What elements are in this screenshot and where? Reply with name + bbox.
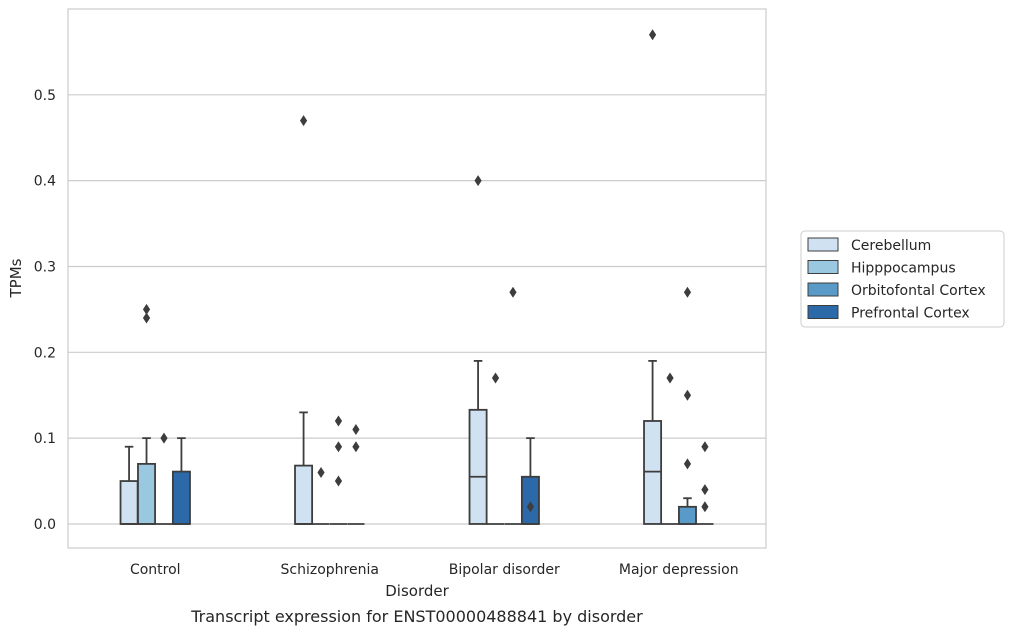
outlier-point: [683, 389, 692, 401]
box-group: [504, 286, 522, 525]
outlier-point: [666, 372, 674, 384]
outlier-point: [160, 432, 168, 444]
y-tick-label: 0.0: [34, 517, 56, 533]
legend-label: Hipppocampus: [851, 261, 956, 277]
box: [119, 480, 139, 525]
box: [520, 475, 540, 525]
box-group: [347, 424, 365, 525]
legend-swatch: [807, 282, 839, 297]
y-axis-label: TPMs: [7, 258, 25, 298]
outlier-point: [352, 424, 360, 436]
box-group: [155, 432, 173, 525]
plot-frame: [67, 8, 767, 549]
box: [171, 470, 191, 525]
outlier-point: [334, 415, 343, 427]
outlier-point: [317, 466, 325, 478]
box-group: [678, 286, 697, 525]
legend-label: Orbitofontal Cortex: [851, 283, 986, 299]
plot-boxes: [119, 29, 714, 525]
y-tick-labels: 0.0 0.1 0.2 0.3 0.4 0.5: [34, 88, 56, 533]
legend-label: Prefrontal Cortex: [851, 306, 970, 322]
y-tick-label: 0.4: [34, 174, 56, 190]
box-group: [294, 115, 314, 525]
box-group: [119, 445, 139, 525]
box-group: [520, 437, 540, 525]
box-group: [329, 415, 348, 525]
legend-swatch: [807, 237, 839, 252]
chart-caption: Transcript expression for ENST0000048884…: [190, 607, 643, 626]
legend-frame: [800, 230, 1005, 328]
box: [137, 462, 156, 525]
box-group: [171, 437, 191, 525]
box-group: [696, 441, 714, 525]
y-tick-label: 0.5: [34, 88, 56, 104]
outlier-point: [683, 286, 692, 298]
box-group: [468, 175, 488, 525]
box-group: [137, 303, 156, 525]
box: [678, 505, 697, 525]
box-group: [661, 372, 679, 525]
x-axis-label: Disorder: [385, 582, 449, 600]
outlier-point: [491, 372, 500, 384]
x-tick-label: Control: [130, 562, 181, 578]
outlier-point: [701, 441, 709, 453]
outlier-point: [701, 484, 709, 496]
outlier-point: [299, 115, 308, 127]
outlier-point: [142, 303, 151, 315]
outlier-point: [701, 501, 709, 513]
x-tick-label: Bipolar disorder: [449, 562, 560, 578]
outlier-point: [526, 501, 535, 513]
box: [294, 464, 314, 525]
y-tick-label: 0.3: [34, 259, 56, 275]
legend-swatch: [807, 305, 839, 319]
outlier-point: [474, 175, 482, 187]
box-group: [643, 29, 663, 525]
x-tick-label: Schizophrenia: [281, 562, 379, 578]
box: [468, 408, 488, 525]
outlier-point: [352, 441, 360, 453]
legend-label: Cerebellum: [851, 238, 931, 254]
y-tick-label: 0.1: [34, 431, 56, 447]
box-group: [312, 466, 330, 525]
outlier-point: [509, 286, 517, 298]
outlier-point: [683, 458, 692, 470]
y-tick-label: 0.2: [34, 345, 56, 361]
outlier-point: [648, 29, 657, 41]
box-group: [486, 372, 505, 525]
outlier-point: [334, 441, 343, 453]
legend: Cerebellum Hipppocampus Orbitofontal Corte…: [800, 230, 1005, 328]
legend-swatch: [807, 260, 839, 274]
x-tick-labels: Control Schizophrenia Bipolar disorder Majo…: [130, 562, 739, 578]
x-tick-label: Major depression: [619, 562, 739, 578]
outlier-point: [334, 475, 343, 487]
outlier-point: [142, 312, 151, 324]
